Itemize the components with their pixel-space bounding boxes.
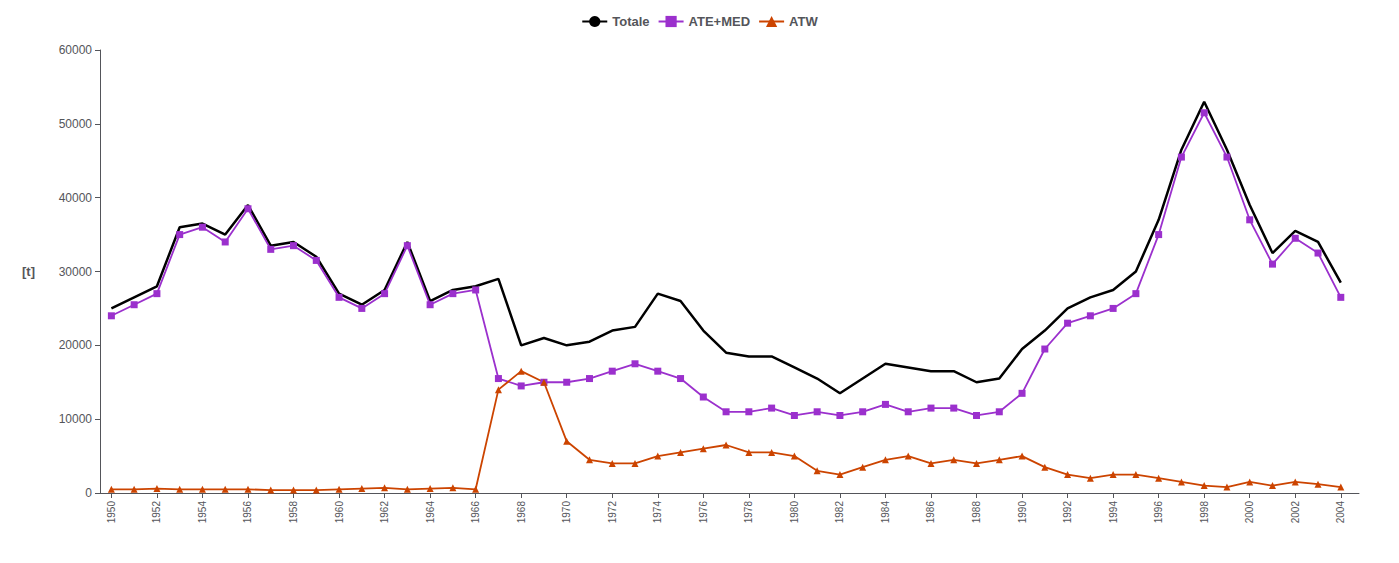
- svg-text:0: 0: [85, 486, 92, 500]
- svg-text:1966: 1966: [470, 501, 481, 524]
- svg-text:50000: 50000: [59, 117, 93, 131]
- svg-text:2004: 2004: [1335, 501, 1346, 524]
- svg-text:60000: 60000: [59, 43, 93, 57]
- svg-text:1988: 1988: [971, 501, 982, 524]
- svg-text:1954: 1954: [197, 501, 208, 524]
- svg-text:1976: 1976: [698, 501, 709, 524]
- svg-text:1994: 1994: [1108, 501, 1119, 524]
- svg-text:1958: 1958: [288, 501, 299, 524]
- svg-text:1962: 1962: [379, 501, 390, 524]
- svg-text:Totale: Totale: [612, 14, 649, 29]
- svg-text:1980: 1980: [789, 501, 800, 524]
- svg-text:1984: 1984: [880, 501, 891, 524]
- svg-text:1952: 1952: [151, 501, 162, 524]
- svg-text:1960: 1960: [334, 501, 345, 524]
- svg-text:1998: 1998: [1199, 501, 1210, 524]
- svg-text:[t]: [t]: [22, 264, 35, 279]
- svg-text:ATE+MED: ATE+MED: [689, 14, 751, 29]
- svg-text:1972: 1972: [607, 501, 618, 524]
- svg-text:1970: 1970: [561, 501, 572, 524]
- svg-text:1996: 1996: [1153, 501, 1164, 524]
- svg-text:20000: 20000: [59, 338, 93, 352]
- svg-text:40000: 40000: [59, 191, 93, 205]
- svg-text:1990: 1990: [1017, 501, 1028, 524]
- svg-text:1974: 1974: [652, 501, 663, 524]
- svg-text:2000: 2000: [1244, 501, 1255, 524]
- svg-text:1978: 1978: [743, 501, 754, 524]
- svg-text:1982: 1982: [834, 501, 845, 524]
- svg-text:2002: 2002: [1290, 501, 1301, 524]
- svg-text:1956: 1956: [242, 501, 253, 524]
- svg-text:1992: 1992: [1062, 501, 1073, 524]
- svg-text:1950: 1950: [106, 501, 117, 524]
- svg-text:1968: 1968: [516, 501, 527, 524]
- svg-text:ATW: ATW: [789, 14, 818, 29]
- svg-text:10000: 10000: [59, 412, 93, 426]
- svg-text:1964: 1964: [425, 501, 436, 524]
- svg-text:30000: 30000: [59, 265, 93, 279]
- svg-text:1986: 1986: [925, 501, 936, 524]
